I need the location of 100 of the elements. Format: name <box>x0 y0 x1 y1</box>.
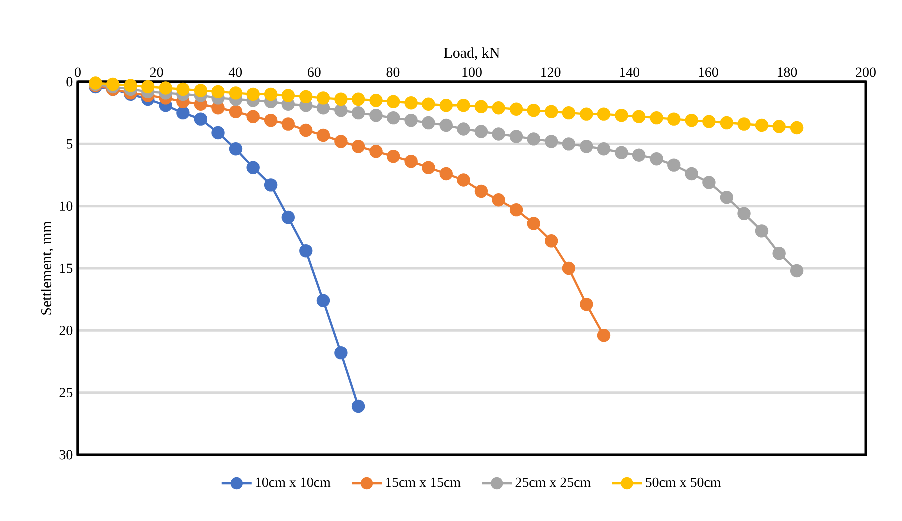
point <box>212 126 225 140</box>
point <box>562 262 576 276</box>
point <box>300 90 313 104</box>
point <box>352 400 366 414</box>
point <box>176 106 190 120</box>
point <box>544 234 558 248</box>
x-axis-title: Load, kN <box>444 48 500 60</box>
x-tick-label: 160 <box>699 68 718 78</box>
point <box>334 104 348 118</box>
point <box>352 106 366 120</box>
point <box>720 191 734 204</box>
point <box>387 111 400 125</box>
point <box>176 82 190 96</box>
point <box>685 114 698 128</box>
point <box>474 184 488 198</box>
point <box>457 99 470 112</box>
point <box>124 79 138 92</box>
point <box>440 99 453 112</box>
point <box>264 88 278 102</box>
point <box>580 140 594 154</box>
y-tick-label: 10 <box>60 202 73 212</box>
point <box>597 329 611 342</box>
point <box>457 174 470 187</box>
point <box>142 80 155 94</box>
point <box>194 112 208 126</box>
legend-label: 25cm x 25cm <box>516 478 591 488</box>
y-tick-label: 15 <box>60 264 73 274</box>
point <box>650 111 664 125</box>
point <box>212 85 225 99</box>
y-tick-label: 5 <box>66 140 73 149</box>
point <box>387 95 400 108</box>
point <box>282 210 295 224</box>
point <box>246 110 260 124</box>
point <box>246 88 260 102</box>
point <box>668 112 681 126</box>
point <box>229 105 243 118</box>
point <box>544 105 558 118</box>
legend-label: 10cm x 10cm <box>256 478 331 488</box>
point <box>755 118 769 132</box>
x-tick-label: 120 <box>542 68 561 78</box>
point <box>387 150 400 164</box>
x-tick-label: 140 <box>620 68 640 78</box>
point <box>282 118 295 131</box>
x-tick-label: 20 <box>150 68 164 78</box>
point <box>457 122 470 136</box>
point <box>440 118 453 132</box>
point <box>702 176 716 190</box>
point <box>492 102 506 115</box>
y-tick-label: 25 <box>60 388 73 398</box>
point <box>772 246 786 260</box>
point <box>316 294 330 308</box>
point <box>790 264 804 278</box>
point <box>194 84 208 98</box>
point <box>632 148 646 162</box>
point <box>370 108 383 122</box>
point <box>422 98 436 111</box>
point <box>159 82 172 95</box>
point <box>316 128 330 142</box>
point <box>510 102 524 116</box>
point <box>474 125 488 138</box>
point <box>370 94 383 108</box>
point <box>527 217 540 230</box>
point <box>650 152 664 166</box>
point <box>738 118 751 131</box>
x-tick-label: 60 <box>308 68 321 78</box>
point <box>404 154 418 168</box>
point <box>300 244 313 258</box>
x-tick-label: 0 <box>75 68 81 78</box>
point <box>580 298 594 312</box>
point <box>755 224 769 238</box>
point <box>264 114 278 128</box>
point <box>229 86 243 100</box>
point <box>702 115 716 128</box>
point <box>632 110 646 124</box>
y-tick-label: 30 <box>60 450 73 460</box>
point <box>597 142 611 156</box>
point <box>334 92 348 106</box>
point <box>720 116 734 130</box>
point <box>422 116 436 130</box>
point <box>300 124 313 138</box>
legend-label: 50cm x 50cm <box>646 478 722 488</box>
point <box>282 89 295 102</box>
point <box>527 104 540 118</box>
x-tick-label: 80 <box>386 68 400 78</box>
point <box>668 158 681 172</box>
point <box>615 146 628 160</box>
point <box>474 100 488 114</box>
point <box>685 167 698 181</box>
y-axis-title: Settlement, mm <box>41 221 54 315</box>
point <box>562 106 576 120</box>
point <box>492 128 506 141</box>
legend-label: 15cm x 15cm <box>386 478 461 488</box>
point <box>334 346 348 360</box>
point <box>246 161 260 174</box>
x-tick-label: 40 <box>228 68 242 78</box>
point <box>106 78 120 92</box>
y-tick-label: 0 <box>66 77 73 87</box>
x-tick-label: 100 <box>462 68 482 78</box>
point <box>352 92 366 106</box>
point <box>580 108 594 121</box>
